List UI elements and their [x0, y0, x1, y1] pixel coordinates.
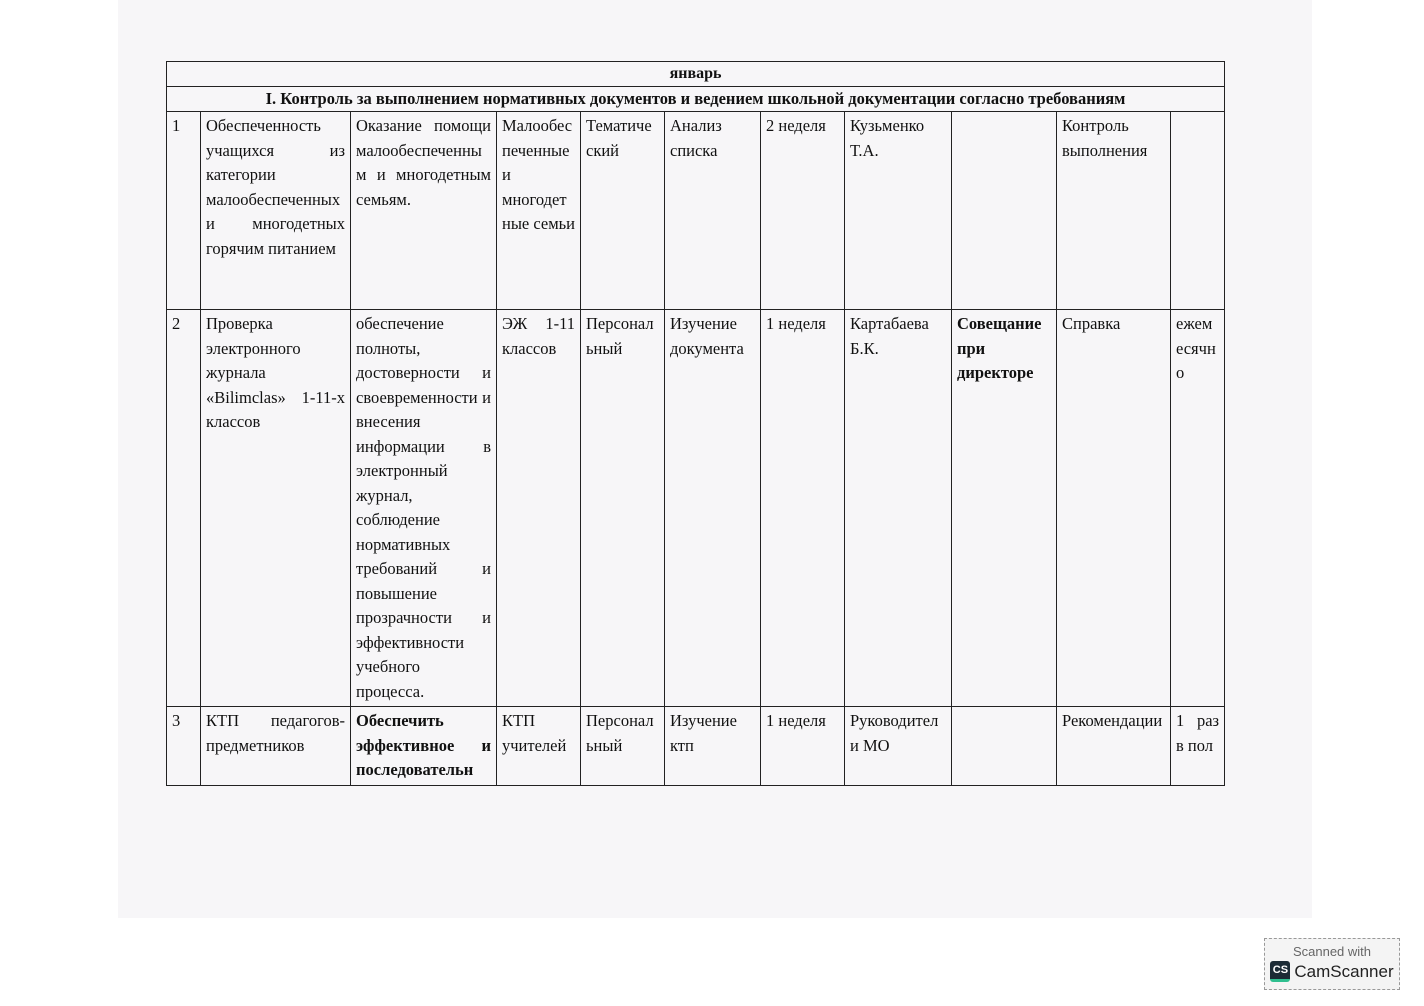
cell-goal: обеспечение полноты, достоверности и сво… — [350, 309, 497, 707]
cell-topic: Обеспеченность учащихся из категории мал… — [200, 111, 351, 310]
cell-responsible: Картабаева Б.К. — [844, 309, 952, 707]
cell-goal: Оказание помощи малообеспеченным и много… — [350, 111, 497, 310]
cell-number: 2 — [166, 309, 201, 707]
watermark-caption: Scanned with — [1292, 944, 1372, 959]
cell-number: 1 — [166, 111, 201, 310]
cell-review-place — [951, 706, 1057, 786]
cell-type: Персональный — [580, 309, 665, 707]
section-heading: I. Контроль за выполнением нормативных д… — [165, 86, 1226, 112]
cell-frequency — [1169, 111, 1226, 310]
month-heading: январь — [165, 61, 1226, 87]
cell-number: 3 — [166, 706, 201, 786]
cell-type: Персональный — [580, 706, 665, 786]
camscanner-logo-icon: CS — [1270, 961, 1291, 982]
cell-object: КТП учителей — [496, 706, 581, 786]
camscanner-watermark: Scanned with CS CamScanner — [1264, 938, 1400, 990]
cell-result: Рекомендации — [1056, 706, 1171, 786]
control-plan-table: январь I. Контроль за выполнением нормат… — [165, 61, 1226, 786]
cell-method: Изучение документа — [664, 309, 761, 707]
cell-responsible: Руководители МО — [844, 706, 952, 786]
cell-object: Малообеспеченные и многодетные семьи — [496, 111, 581, 310]
cell-object: ЭЖ 1-11 классов — [496, 309, 581, 707]
cell-topic: КТП педагогов-предметников — [200, 706, 351, 786]
cell-frequency: ежемесячно — [1169, 309, 1226, 707]
table-row: 1 Обеспеченность учащихся из категории м… — [166, 111, 1226, 310]
cell-period: 1 неделя — [760, 309, 845, 707]
cell-frequency: 1 раз в пол — [1169, 706, 1226, 786]
cell-review-place: Совещание при директоре — [951, 309, 1057, 707]
table-row: 2 Проверка электронного журнала «Bilimcl… — [166, 309, 1226, 707]
cell-method: Изучение ктп — [664, 706, 761, 786]
cell-goal: Обеспечить эффективное и последовательн — [350, 706, 497, 786]
cell-review-place — [951, 111, 1057, 310]
cell-method: Анализ списка — [664, 111, 761, 310]
cell-result: Справка — [1056, 309, 1171, 707]
cell-topic: Проверка электронного журнала «Bilimclas… — [200, 309, 351, 707]
table-row: 3 КТП педагогов-предметников Обеспечить … — [166, 706, 1226, 786]
watermark-brand: CamScanner — [1294, 961, 1394, 981]
cell-period: 2 неделя — [760, 111, 845, 310]
cell-result: Контроль выполнения — [1056, 111, 1171, 310]
cell-responsible: Кузьменко Т.А. — [844, 111, 952, 310]
cell-type: Тематический — [580, 111, 665, 310]
cell-period: 1 неделя — [760, 706, 845, 786]
